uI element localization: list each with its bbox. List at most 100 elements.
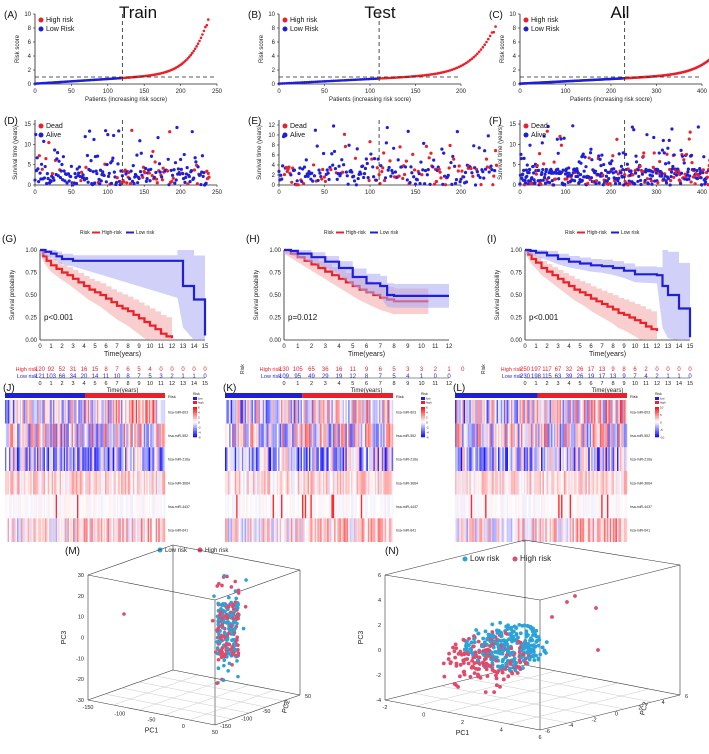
J-heat-cell	[69, 494, 71, 519]
J-heat-cell	[117, 423, 119, 448]
K-heat-cell	[345, 471, 347, 495]
alive-point	[385, 125, 389, 130]
I-risk-count: 9	[622, 374, 626, 380]
K-heat-cell	[232, 494, 234, 519]
K-heat-cell	[339, 447, 342, 471]
J-heat-cell	[29, 518, 31, 542]
high-risk-point	[219, 655, 224, 660]
dead-point	[452, 157, 456, 161]
J-heat-cell	[23, 447, 26, 471]
dead-point	[153, 160, 157, 164]
C-xtick-label: 0	[518, 89, 522, 95]
J-heat-cell	[153, 494, 155, 519]
L-heat-cell	[457, 518, 460, 542]
L-heat-cell	[500, 423, 503, 448]
J-heat-cell	[51, 494, 54, 519]
K-heat-cell	[288, 423, 290, 448]
L-heat-cell	[500, 494, 503, 519]
C-ytick-label: 0	[513, 82, 517, 88]
N-floor-grid	[412, 692, 569, 724]
K-heat-cell	[262, 518, 265, 542]
J-heat-cell	[17, 471, 19, 495]
K-heat-cell	[295, 447, 297, 471]
K-heat-cell	[360, 400, 363, 424]
G-risk-count: 8	[126, 374, 130, 380]
I-risk-xtick: 12	[654, 381, 660, 387]
G-risk-xtick: 11	[158, 381, 164, 387]
L-heat-cell	[522, 423, 524, 448]
L-heat-cell	[512, 400, 514, 424]
alive-point	[198, 173, 202, 177]
J-heat-cell	[134, 400, 136, 424]
K-heat-cell	[370, 400, 373, 424]
K-heat-cell	[366, 400, 368, 424]
I-risk-xtick: 0	[523, 381, 526, 387]
J-heat-cell	[59, 518, 62, 542]
low-risk-point	[216, 666, 221, 670]
L-heat-cell	[456, 423, 459, 448]
L-heat-cell	[605, 423, 608, 448]
L-heat-cell	[467, 471, 470, 495]
panel-label-J: (J)	[3, 383, 15, 394]
K-heat-cell	[250, 447, 252, 471]
J-heat-cell	[103, 400, 106, 424]
L-heat-cell	[573, 471, 576, 495]
L-heat-cell	[598, 400, 600, 424]
alive-point	[51, 176, 55, 180]
L-heat-cell	[520, 518, 523, 542]
high-risk-point	[488, 34, 492, 38]
J-heat-cell	[162, 423, 164, 448]
J-heat-cell	[163, 494, 166, 519]
L-heat-cell	[612, 447, 615, 471]
J-heat-cell	[151, 471, 154, 495]
L-heat-cell	[585, 400, 588, 424]
K-heat-cell	[345, 400, 347, 424]
K-heat-cell	[390, 447, 392, 471]
J-heat-cell	[118, 447, 120, 471]
alive-point	[582, 169, 586, 173]
J-heat-cell	[62, 400, 64, 424]
L-heat-cell	[500, 518, 503, 542]
K-heat-cell	[372, 494, 374, 519]
J-heat-cell	[159, 447, 162, 471]
high-risk-point	[470, 664, 475, 669]
K-heat-cell	[300, 471, 303, 495]
J-colorbar-label: 0	[198, 421, 200, 425]
J-heat-cell	[97, 471, 99, 495]
high-risk-point	[468, 674, 473, 679]
K-heat-cell	[391, 494, 394, 519]
J-heat-cell	[105, 471, 107, 495]
L-heat-cell	[519, 518, 522, 542]
dead-point	[611, 154, 615, 158]
J-heat-cell	[38, 400, 40, 424]
F-xtick-label: 200	[606, 190, 617, 196]
J-heat-cell	[119, 423, 122, 448]
K-heat-cell	[310, 447, 312, 471]
K-colorbar-label: 2	[426, 416, 428, 420]
K-heat-cell	[225, 400, 227, 424]
K-heat-cell	[265, 400, 268, 424]
J-heat-cell	[11, 423, 14, 448]
J-heat-cell	[82, 447, 84, 471]
E-xtick-label: 200	[456, 190, 467, 196]
K-heat-cell	[303, 494, 305, 519]
J-heat-cell	[73, 447, 75, 471]
K-heat-cell	[344, 471, 346, 495]
L-heat-cell	[515, 518, 517, 542]
J-heat-cell	[98, 400, 100, 424]
alive-point	[583, 155, 587, 159]
G-legend-low: Low risk	[136, 230, 155, 236]
J-heat-cell	[62, 494, 64, 519]
L-heat-cell	[510, 423, 513, 448]
J-heat-cell	[23, 423, 26, 448]
L-heat-cell	[592, 494, 595, 519]
J-heat-cell	[49, 471, 51, 495]
K-heat-cell	[274, 471, 276, 495]
alive-point	[604, 174, 609, 178]
K-heat-cell	[297, 423, 300, 448]
high-risk-point	[190, 51, 194, 55]
L-heat-cell	[520, 447, 523, 471]
K-heat-cell	[339, 400, 342, 424]
L-heat-cell	[535, 400, 537, 424]
high-risk-point	[465, 61, 468, 65]
